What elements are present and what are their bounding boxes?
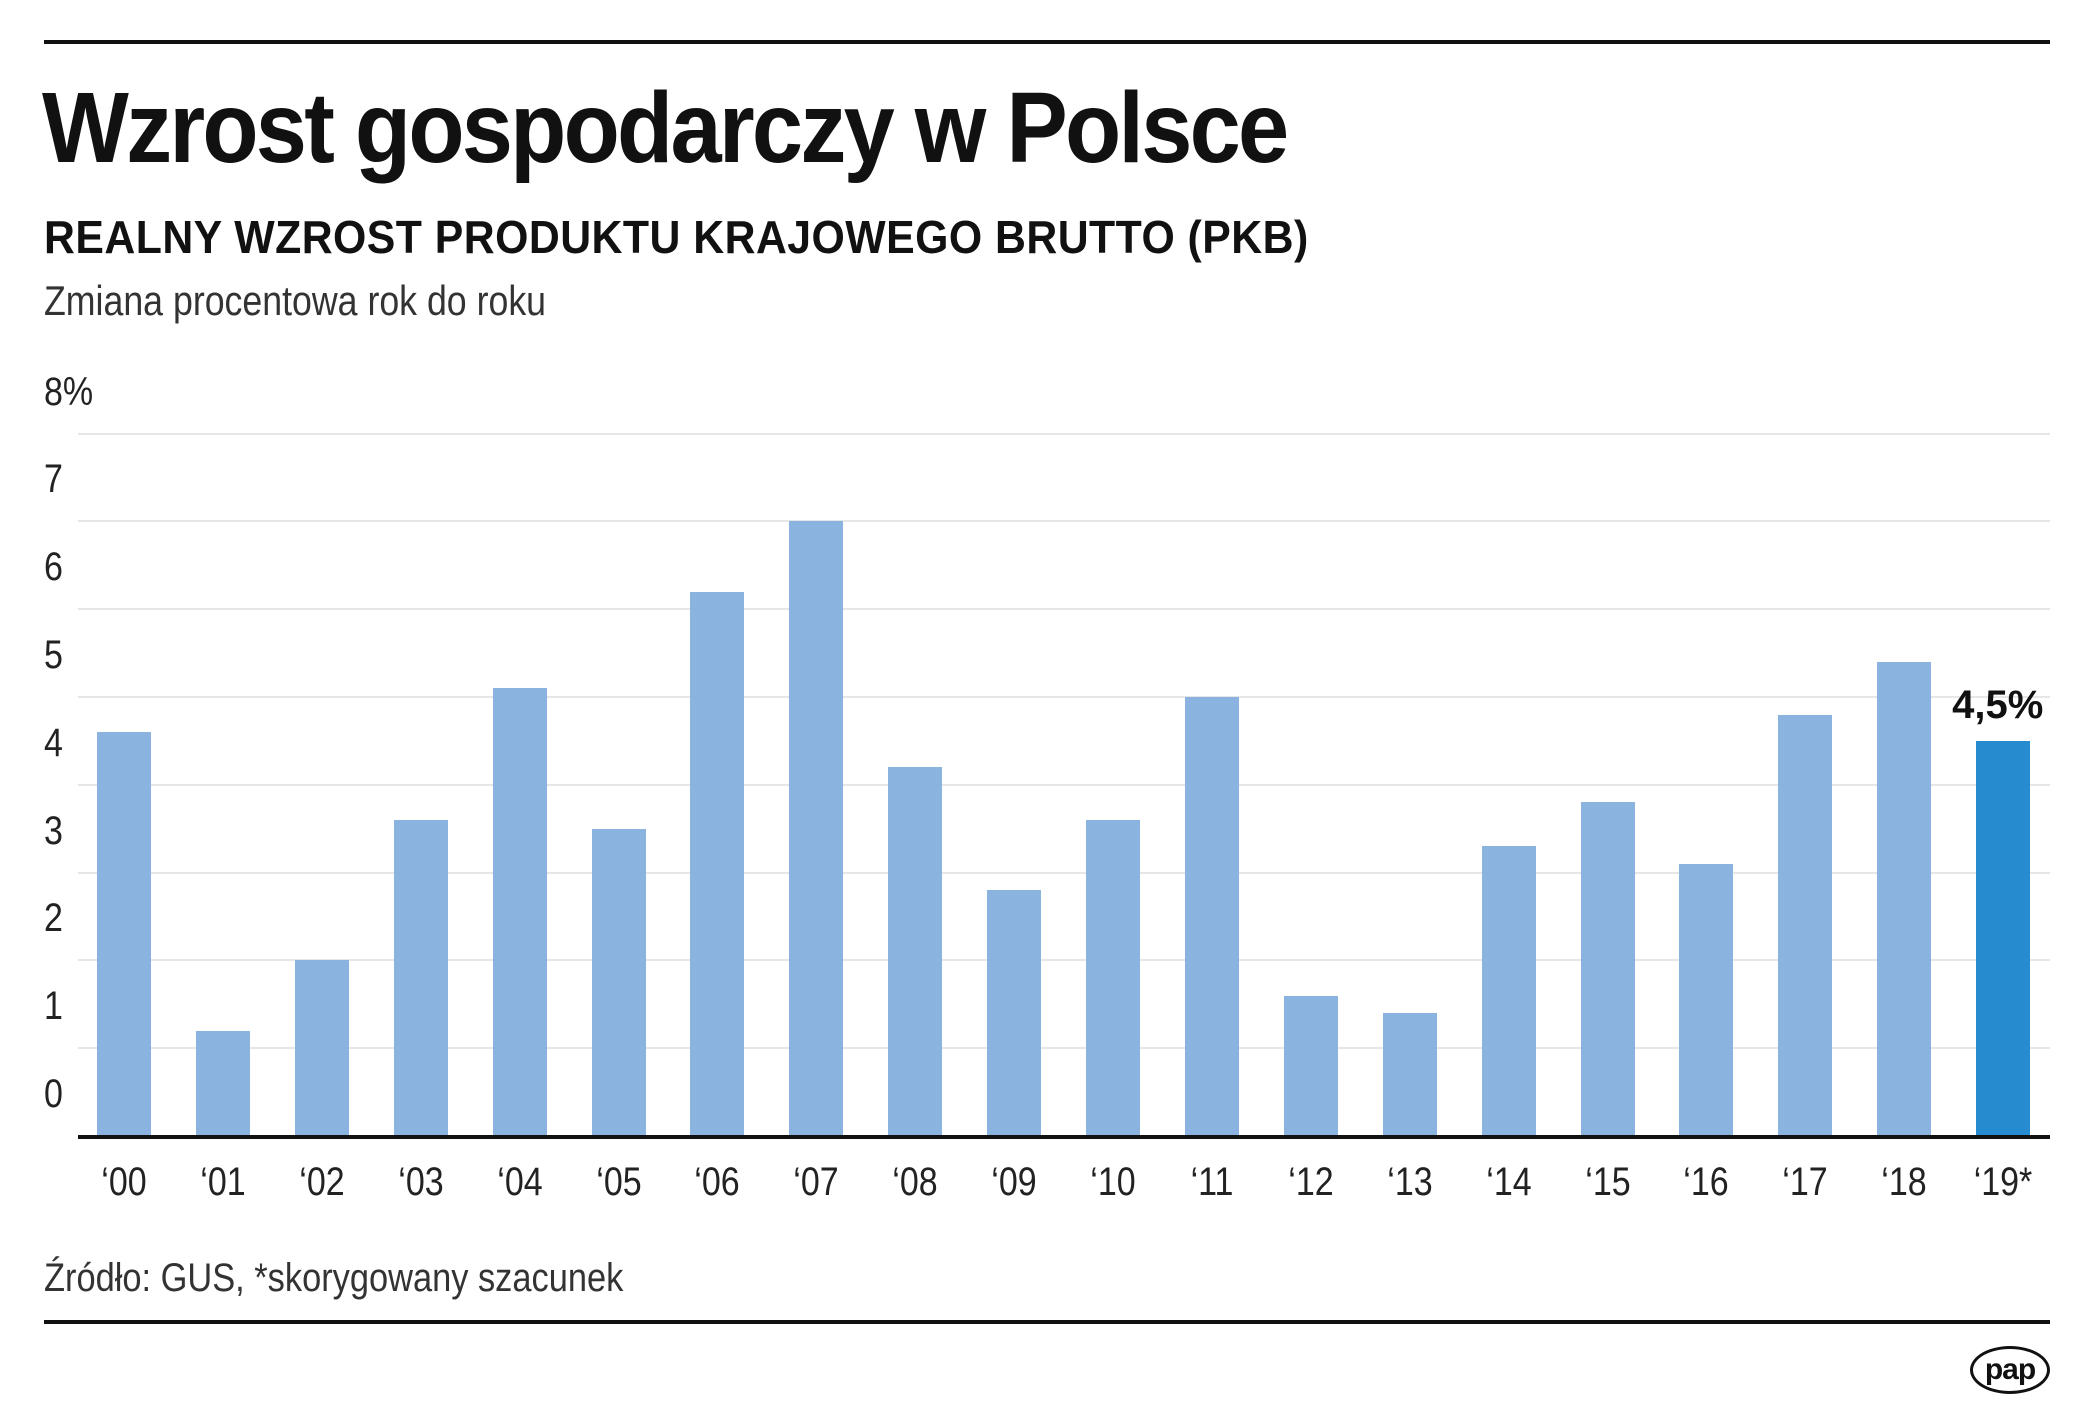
gridline [78,871,2050,874]
pap-logo-icon: pap [1970,1346,2050,1394]
gridline [78,432,2050,435]
x-axis-label: ‘05 [595,1160,642,1204]
bar-17 [1778,714,1833,1136]
gridline [78,783,2050,786]
bar-13 [1382,1013,1437,1136]
y-axis-label: 3 [44,808,63,853]
bottom-rule [44,1320,2050,1324]
bar-5 [591,828,646,1136]
bar-1 [195,1030,250,1136]
x-axis-label: ‘15 [1584,1160,1631,1204]
chart-title: Wzrost gospodarczy w Polsce [42,72,1289,184]
x-axis-label: ‘08 [892,1160,938,1204]
value-annotation: 4,5% [1952,682,2044,727]
bar-7 [789,521,844,1136]
x-axis-label: ‘03 [397,1160,444,1204]
y-axis-label: 8% [44,369,94,414]
bar-9 [987,890,1042,1136]
top-rule [44,40,2050,44]
x-axis-label: ‘13 [1386,1160,1433,1204]
x-axis-label: ‘12 [1288,1160,1334,1204]
chart-description: Zmiana procentowa rok do roku [44,277,547,324]
x-axis-label: ‘19* [1973,1160,2033,1204]
y-axis-label: 0 [44,1072,63,1116]
x-axis-line [78,1135,2050,1139]
x-axis-label: ‘18 [1881,1160,1927,1204]
source-note: Źródło: GUS, *skorygowany szacunek [44,1256,624,1300]
x-axis-label: ‘09 [991,1160,1037,1204]
y-axis-label: 6 [44,545,63,590]
bar-12 [1283,995,1338,1136]
bar-10 [1086,819,1140,1136]
x-axis-label: ‘02 [299,1160,345,1204]
gridline [78,520,2050,523]
bar-4 [492,688,547,1136]
bar-15 [1580,802,1635,1136]
x-axis-label: ‘07 [793,1160,839,1204]
bar-3 [393,819,448,1136]
gridline [78,1047,2050,1050]
bar-14 [1481,846,1536,1136]
x-axis-label: ‘16 [1683,1160,1730,1204]
chart-subtitle: REALNY WZROST PRODUKTU KRAJOWEGO BRUTTO … [44,211,1309,263]
x-axis-label: ‘01 [200,1160,246,1204]
bar-2 [294,960,349,1136]
x-axis-label: ‘14 [1485,1160,1532,1204]
gridline [78,608,2050,611]
bar-16 [1679,863,1734,1136]
gridline [78,959,2050,962]
y-axis-label: 7 [44,457,63,502]
x-axis-label: ‘04 [496,1160,543,1204]
y-axis-label: 2 [44,896,63,941]
bar-0 [97,732,151,1136]
x-axis-label: ‘17 [1782,1160,1828,1204]
y-axis-label: 5 [44,633,63,677]
x-axis-label: ‘10 [1090,1160,1136,1204]
x-axis-label: ‘06 [694,1160,741,1204]
bar-8 [888,767,943,1136]
bar-6 [690,591,745,1136]
bar-11 [1184,697,1239,1136]
y-axis-label: 1 [44,984,63,1029]
bar-19 [1976,740,2031,1136]
x-axis-label: ‘11 [1190,1160,1234,1204]
gridline [78,696,2050,698]
y-axis-label: 4 [44,720,63,765]
x-axis-label: ‘00 [101,1160,147,1204]
bar-18 [1877,661,1932,1136]
